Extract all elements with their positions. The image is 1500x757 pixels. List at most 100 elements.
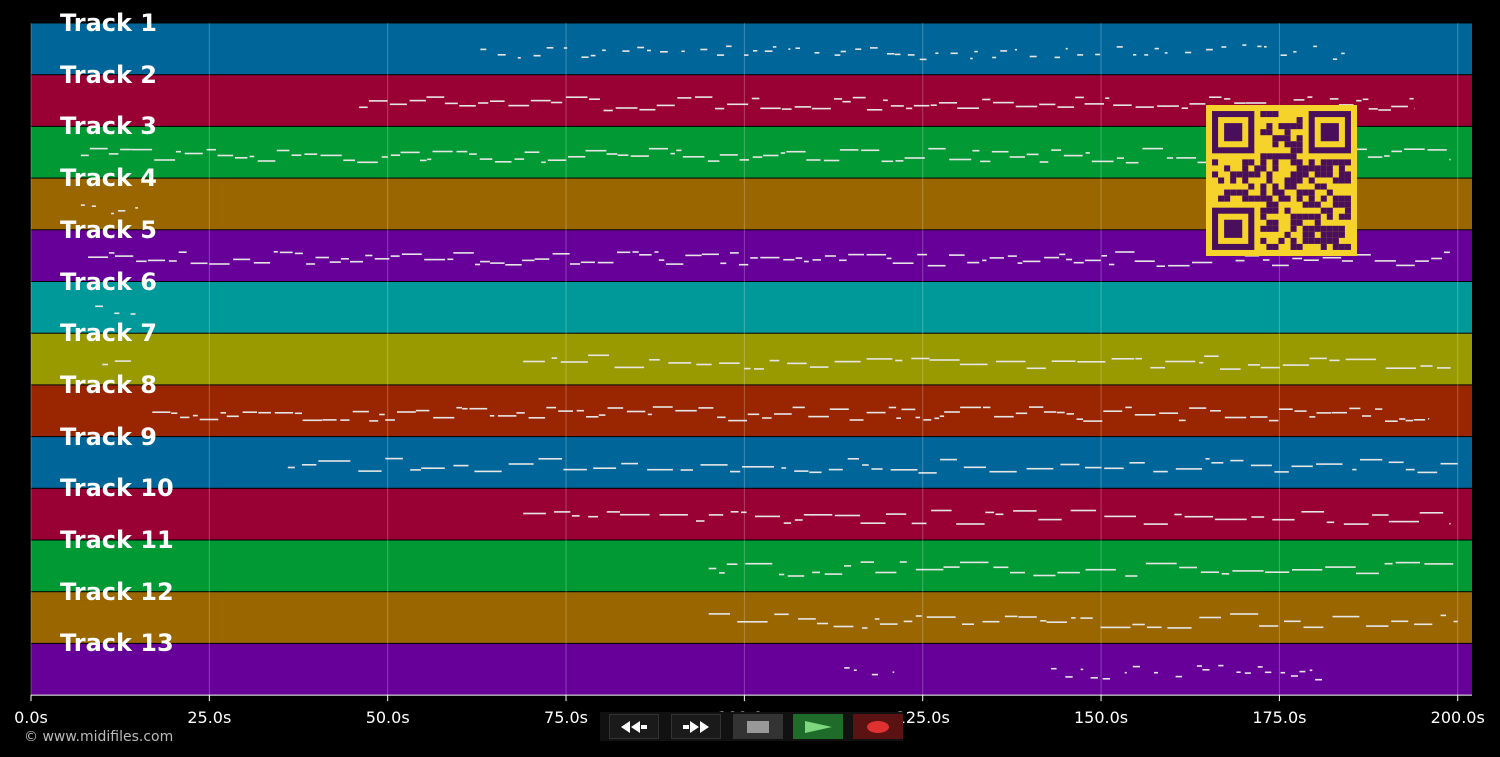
note (890, 469, 918, 471)
note (1054, 56, 1061, 59)
note (993, 566, 1009, 569)
note (497, 54, 506, 56)
note (1105, 97, 1110, 99)
note (95, 305, 103, 308)
track-label: Track 7 (60, 319, 158, 348)
fast-forward-button[interactable] (671, 714, 721, 739)
note (1343, 523, 1369, 525)
note (209, 263, 230, 265)
note (1022, 260, 1041, 263)
stop-button[interactable] (733, 714, 783, 739)
note (701, 253, 719, 256)
note (1159, 412, 1179, 414)
note (1202, 669, 1210, 671)
note (1221, 46, 1227, 48)
note (985, 511, 995, 514)
note (860, 561, 874, 563)
note (1245, 102, 1267, 104)
note (839, 149, 859, 151)
note (1007, 255, 1017, 257)
note (1073, 261, 1084, 264)
note (1009, 156, 1025, 158)
note (1071, 617, 1076, 619)
note (453, 464, 469, 467)
record-button[interactable] (853, 714, 903, 739)
note (397, 411, 416, 413)
note (1165, 360, 1196, 363)
note (523, 512, 546, 515)
note (774, 413, 792, 415)
note (788, 48, 791, 50)
note (659, 514, 688, 516)
note (803, 514, 833, 516)
track-lane (31, 385, 1472, 437)
note (852, 96, 866, 99)
note (682, 156, 705, 158)
note (904, 157, 925, 159)
note (812, 259, 821, 261)
note (871, 468, 883, 470)
note (861, 149, 880, 152)
note (875, 571, 897, 574)
play-button[interactable] (793, 714, 843, 739)
note (1038, 518, 1062, 521)
track-label: Track 6 (60, 267, 158, 296)
note (1413, 419, 1426, 421)
note (1265, 571, 1290, 573)
note (927, 264, 946, 267)
note (1125, 575, 1138, 577)
note (1349, 148, 1367, 151)
note (786, 150, 806, 153)
note (1352, 468, 1357, 471)
note (546, 47, 554, 49)
note (1144, 54, 1149, 56)
rewind-button[interactable] (609, 714, 659, 739)
note (649, 359, 660, 361)
note (867, 109, 883, 111)
note (130, 313, 136, 315)
note (730, 511, 739, 513)
note (919, 58, 927, 61)
note (1331, 411, 1347, 414)
track-lane (31, 282, 1472, 333)
note (102, 363, 108, 366)
note (1150, 366, 1165, 369)
note (589, 98, 600, 100)
note (798, 618, 816, 620)
note (1134, 414, 1156, 416)
note (480, 260, 490, 263)
note (490, 100, 505, 102)
note (1250, 464, 1272, 467)
note (1428, 418, 1430, 420)
note (781, 467, 787, 469)
note (444, 102, 458, 105)
stop-icon (747, 720, 769, 733)
note (1224, 98, 1231, 100)
note (118, 210, 126, 212)
note (1065, 47, 1068, 50)
note (700, 464, 728, 466)
note (1329, 98, 1339, 100)
note (929, 359, 960, 361)
note (558, 410, 573, 412)
note (1353, 254, 1371, 256)
note (906, 107, 913, 110)
note (114, 312, 120, 315)
note (1449, 158, 1451, 161)
note (780, 152, 786, 154)
note (1029, 55, 1037, 58)
note (931, 509, 952, 512)
note (708, 514, 724, 516)
note (294, 252, 303, 255)
transport-controls (600, 712, 903, 741)
track-label: Track 10 (60, 474, 174, 503)
note (1004, 615, 1018, 618)
note (619, 513, 650, 516)
note (1026, 467, 1054, 470)
track-notes (844, 664, 1322, 681)
note (787, 362, 807, 365)
note (1368, 108, 1378, 110)
tick-label: 125.0s (895, 708, 950, 727)
note (258, 411, 271, 414)
rewind-icon (621, 720, 647, 733)
